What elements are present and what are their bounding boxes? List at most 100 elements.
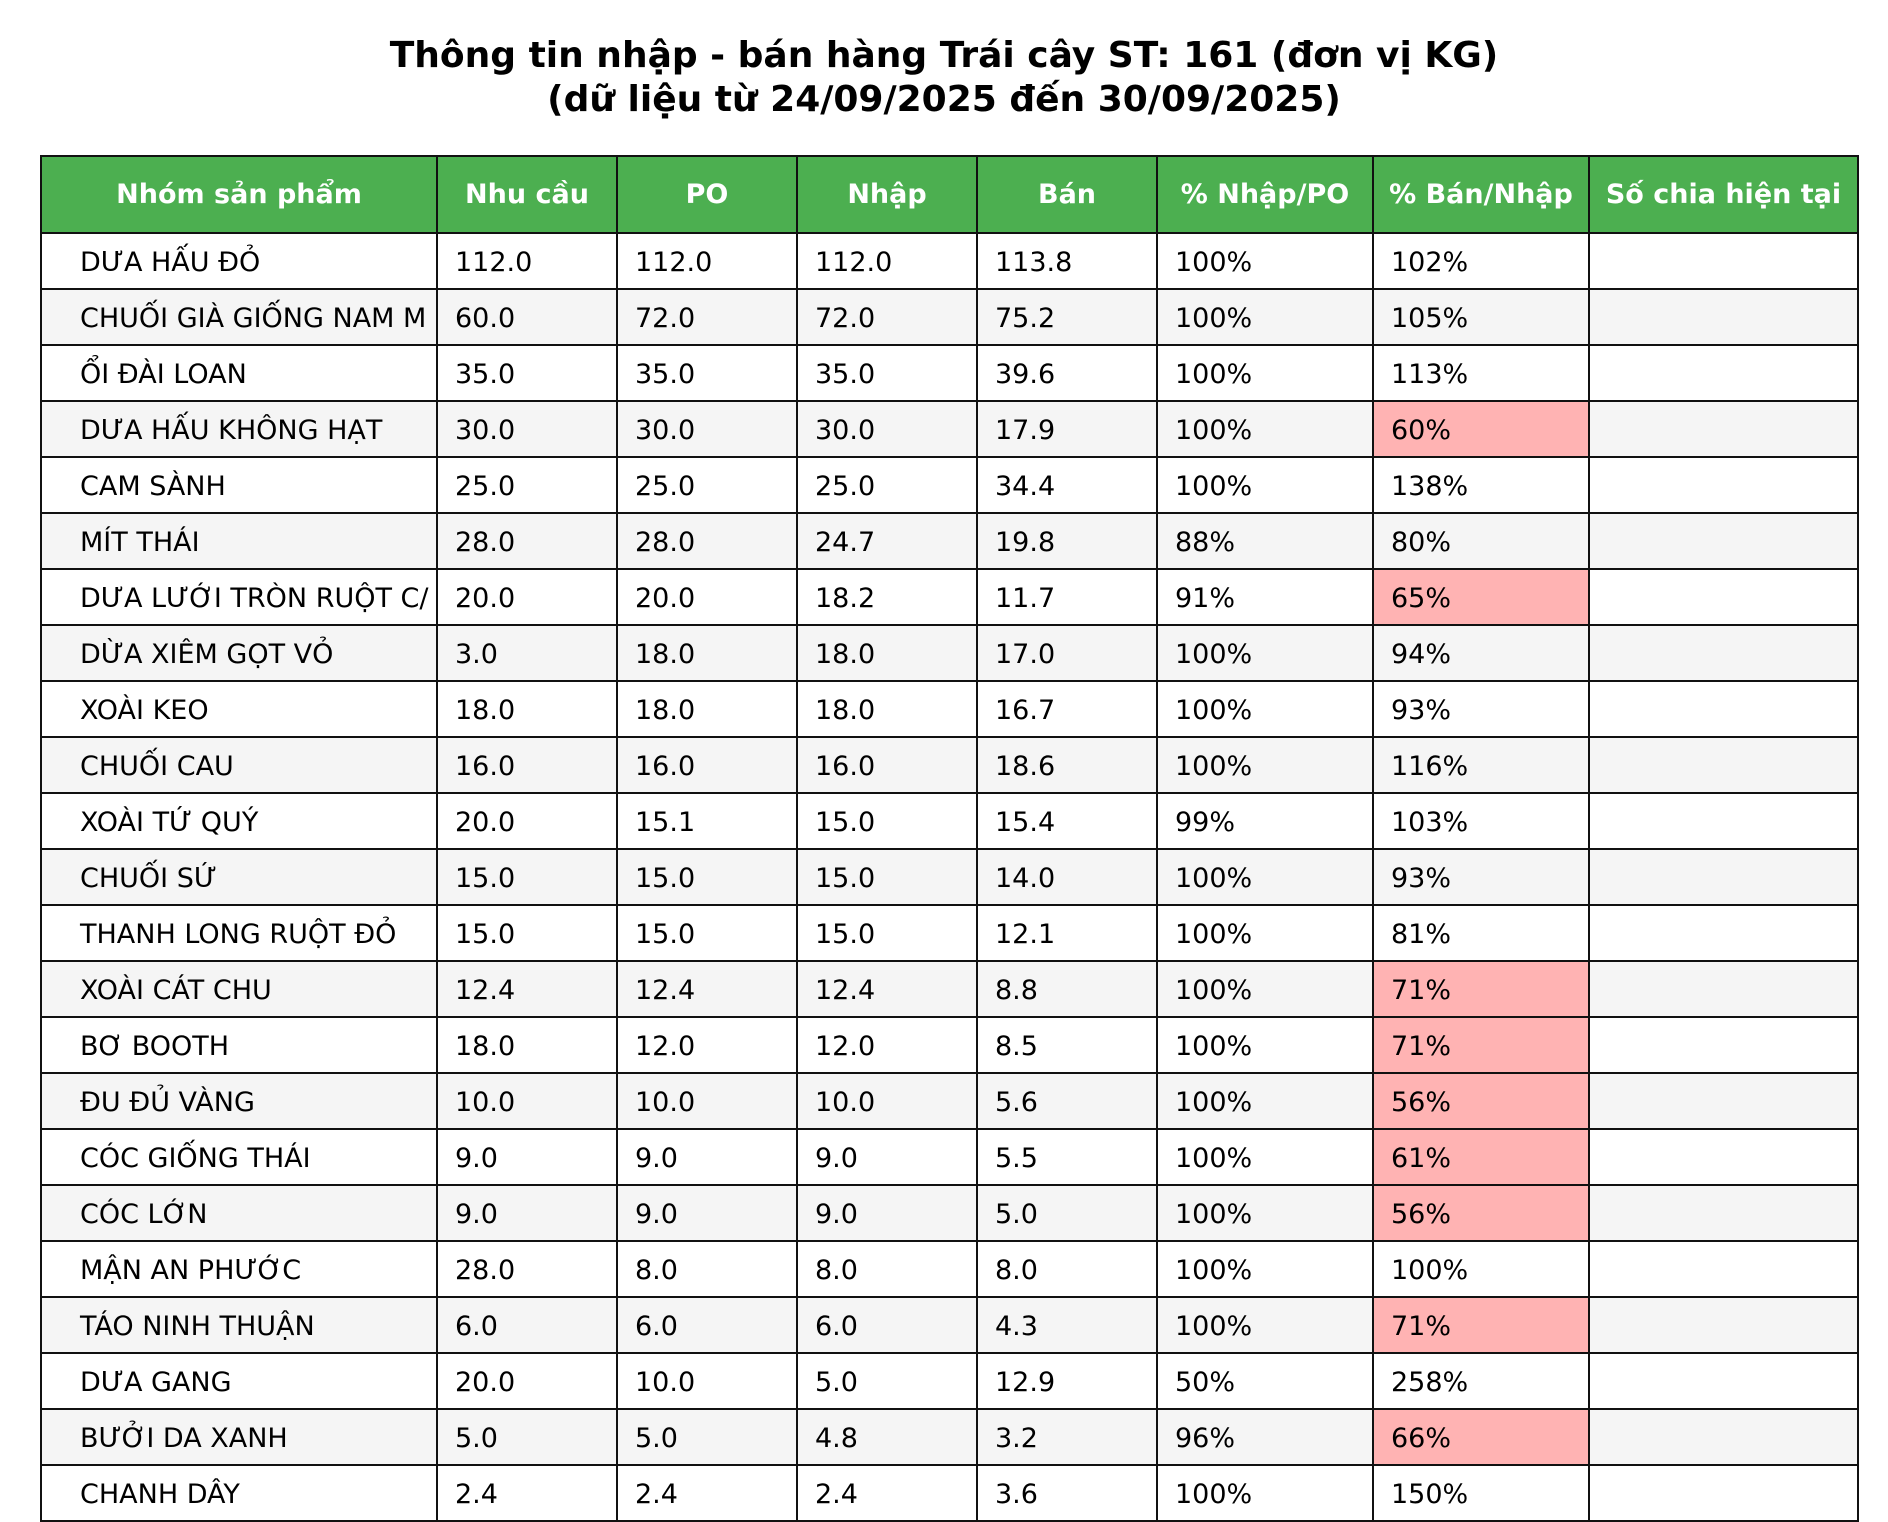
cell-nhap: 18.2 bbox=[796, 568, 978, 626]
cell-nhu-cau: 10.0 bbox=[436, 1072, 618, 1130]
cell-so-chia bbox=[1588, 848, 1859, 906]
table-row: CHUỐI SỨ 15.0 15.0 15.0 14.0 100% 93% bbox=[40, 848, 1859, 906]
header-row: Nhóm sản phẩm Nhu cầu PO Nhập Bán% Nhập/PO% … bbox=[40, 155, 1859, 234]
cell-nhap: 16.0 bbox=[796, 736, 978, 794]
table-row: CÓC LỚN 9.0 9.0 9.0 5.0 100% 56% bbox=[40, 1184, 1859, 1242]
cell-nhap: 24.7 bbox=[796, 512, 978, 570]
cell-pct-ban-nhap: 71% bbox=[1372, 1296, 1590, 1354]
table-row: CHANH DÂY 2.4 2.4 2.4 3.6 100% 150% bbox=[40, 1464, 1859, 1522]
cell-so-chia bbox=[1588, 1352, 1859, 1410]
cell-po: 6.0 bbox=[616, 1296, 798, 1354]
cell-product-group: BƠ BOOTH bbox=[40, 1016, 438, 1074]
cell-nhap: 18.0 bbox=[796, 624, 978, 682]
cell-pct-nhap-po: 100% bbox=[1156, 400, 1374, 458]
cell-pct-nhap-po: 50% bbox=[1156, 1352, 1374, 1410]
cell-pct-nhap-po: 96% bbox=[1156, 1408, 1374, 1466]
cell-product-group: MẬN AN PHƯỚC bbox=[40, 1240, 438, 1298]
cell-so-chia bbox=[1588, 1072, 1859, 1130]
table-row: MÍT THÁI 28.0 28.0 24.7 19.8 88% 80% bbox=[40, 512, 1859, 570]
cell-pct-ban-nhap: 138% bbox=[1372, 456, 1590, 514]
cell-po: 30.0 bbox=[616, 400, 798, 458]
table-row: TÁO NINH THUẬN 6.0 6.0 6.0 4.3 100% 71% bbox=[40, 1296, 1859, 1354]
cell-po: 25.0 bbox=[616, 456, 798, 514]
cell-po: 18.0 bbox=[616, 680, 798, 738]
cell-ban: 19.8 bbox=[976, 512, 1158, 570]
cell-po: 9.0 bbox=[616, 1128, 798, 1186]
cell-nhu-cau: 18.0 bbox=[436, 680, 618, 738]
cell-nhu-cau: 20.0 bbox=[436, 568, 618, 626]
cell-nhu-cau: 60.0 bbox=[436, 288, 618, 346]
cell-product-group: CHUỐI SỨ bbox=[40, 848, 438, 906]
table-row: DƯA HẤU ĐỎ 112.0 112.0 112.0 113.8 100% 102% bbox=[40, 232, 1859, 290]
cell-nhu-cau: 35.0 bbox=[436, 344, 618, 402]
cell-ban: 14.0 bbox=[976, 848, 1158, 906]
cell-pct-nhap-po: 100% bbox=[1156, 1184, 1374, 1242]
cell-ban: 11.7 bbox=[976, 568, 1158, 626]
cell-so-chia bbox=[1588, 624, 1859, 682]
cell-nhap: 12.0 bbox=[796, 1016, 978, 1074]
table-header: Nhóm sản phẩm Nhu cầu PO Nhập Bán% Nhập/PO% … bbox=[40, 155, 1859, 234]
cell-product-group: DƯA HẤU KHÔNG HẠT bbox=[40, 400, 438, 458]
cell-ban: 8.5 bbox=[976, 1016, 1158, 1074]
cell-ban: 12.9 bbox=[976, 1352, 1158, 1410]
cell-nhu-cau: 9.0 bbox=[436, 1128, 618, 1186]
cell-po: 15.1 bbox=[616, 792, 798, 850]
cell-so-chia bbox=[1588, 680, 1859, 738]
cell-so-chia bbox=[1588, 1240, 1859, 1298]
cell-nhap: 10.0 bbox=[796, 1072, 978, 1130]
cell-product-group: ĐU ĐỦ VÀNG bbox=[40, 1072, 438, 1130]
cell-pct-ban-nhap: 56% bbox=[1372, 1184, 1590, 1242]
cell-product-group: CHUỐI CAU bbox=[40, 736, 438, 794]
table-row: XOÀI CÁT CHU 12.4 12.4 12.4 8.8 100% 71% bbox=[40, 960, 1859, 1018]
cell-nhu-cau: 9.0 bbox=[436, 1184, 618, 1242]
cell-pct-nhap-po: 100% bbox=[1156, 960, 1374, 1018]
cell-so-chia bbox=[1588, 1464, 1859, 1522]
cell-pct-nhap-po: 100% bbox=[1156, 1296, 1374, 1354]
cell-pct-ban-nhap: 81% bbox=[1372, 904, 1590, 962]
cell-pct-nhap-po: 100% bbox=[1156, 1240, 1374, 1298]
cell-nhu-cau: 18.0 bbox=[436, 1016, 618, 1074]
cell-pct-ban-nhap: 94% bbox=[1372, 624, 1590, 682]
table-row: DỪA XIÊM GỌT VỎ 3.0 18.0 18.0 17.0 100% 94% bbox=[40, 624, 1859, 682]
table-row: DƯA GANG 20.0 10.0 5.0 12.9 50% 258% bbox=[40, 1352, 1859, 1410]
table-row: CHUỐI GIÀ GIỐNG NAM M 60.0 72.0 72.0 75.2 100… bbox=[40, 288, 1859, 346]
table-row: BƯỞI DA XANH 5.0 5.0 4.8 3.2 96% 66% bbox=[40, 1408, 1859, 1466]
cell-pct-ban-nhap: 258% bbox=[1372, 1352, 1590, 1410]
cell-product-group: TÁO NINH THUẬN bbox=[40, 1296, 438, 1354]
cell-product-group: ỔI ĐÀI LOAN bbox=[40, 344, 438, 402]
cell-so-chia bbox=[1588, 568, 1859, 626]
cell-ban: 5.0 bbox=[976, 1184, 1158, 1242]
table-row: XOÀI KEO 18.0 18.0 18.0 16.7 100% 93% bbox=[40, 680, 1859, 738]
cell-product-group: XOÀI CÁT CHU bbox=[40, 960, 438, 1018]
cell-nhu-cau: 15.0 bbox=[436, 848, 618, 906]
cell-pct-nhap-po: 100% bbox=[1156, 1016, 1374, 1074]
cell-pct-ban-nhap: 61% bbox=[1372, 1128, 1590, 1186]
cell-so-chia bbox=[1588, 456, 1859, 514]
cell-po: 28.0 bbox=[616, 512, 798, 570]
column-header: Nhập bbox=[796, 155, 978, 234]
cell-ban: 75.2 bbox=[976, 288, 1158, 346]
cell-po: 15.0 bbox=[616, 904, 798, 962]
cell-so-chia bbox=[1588, 1184, 1859, 1242]
cell-nhu-cau: 30.0 bbox=[436, 400, 618, 458]
cell-pct-ban-nhap: 56% bbox=[1372, 1072, 1590, 1130]
cell-pct-nhap-po: 100% bbox=[1156, 736, 1374, 794]
cell-product-group: XOÀI KEO bbox=[40, 680, 438, 738]
cell-so-chia bbox=[1588, 1408, 1859, 1466]
cell-pct-nhap-po: 91% bbox=[1156, 568, 1374, 626]
cell-po: 12.0 bbox=[616, 1016, 798, 1074]
cell-po: 18.0 bbox=[616, 624, 798, 682]
cell-pct-nhap-po: 100% bbox=[1156, 456, 1374, 514]
report-title: Thông tin nhập - bán hàng Trái cây ST: 1… bbox=[0, 34, 1888, 122]
cell-po: 20.0 bbox=[616, 568, 798, 626]
cell-product-group: DƯA GANG bbox=[40, 1352, 438, 1410]
cell-po: 8.0 bbox=[616, 1240, 798, 1298]
cell-so-chia bbox=[1588, 288, 1859, 346]
cell-nhu-cau: 16.0 bbox=[436, 736, 618, 794]
cell-pct-ban-nhap: 80% bbox=[1372, 512, 1590, 570]
cell-nhu-cau: 5.0 bbox=[436, 1408, 618, 1466]
column-header: % Bán/Nhập bbox=[1372, 155, 1590, 234]
cell-po: 2.4 bbox=[616, 1464, 798, 1522]
cell-pct-nhap-po: 100% bbox=[1156, 848, 1374, 906]
cell-nhap: 112.0 bbox=[796, 232, 978, 290]
